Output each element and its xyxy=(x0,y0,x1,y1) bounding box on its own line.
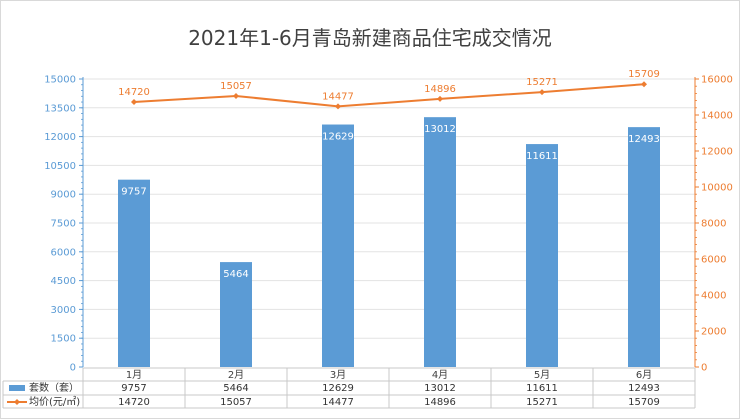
line-point xyxy=(131,99,137,106)
legend-marker-line xyxy=(14,399,20,405)
left-axis-tick-label: 7500 xyxy=(51,219,76,230)
left-axis-tick-label: 13500 xyxy=(44,103,76,114)
right-axis-tick-label: 14000 xyxy=(701,111,733,122)
legend-label-line: 均价(元/㎡) xyxy=(29,396,80,408)
line-point xyxy=(641,81,647,88)
line-data-label: 14720 xyxy=(118,87,150,98)
bar xyxy=(220,262,252,367)
bar-data-label: 9757 xyxy=(121,187,146,198)
table-cell-count: 13012 xyxy=(424,383,456,394)
right-axis-tick-label: 12000 xyxy=(701,147,733,158)
category-label: 4月 xyxy=(432,369,448,381)
table-cell-count: 12493 xyxy=(628,383,660,394)
bar-data-label: 11611 xyxy=(526,151,558,162)
bar xyxy=(118,179,150,367)
line-point xyxy=(233,92,239,99)
left-axis-tick-label: 15000 xyxy=(44,75,76,86)
right-axis-tick-label: 8000 xyxy=(701,219,726,230)
right-axis-tick-label: 4000 xyxy=(701,291,726,302)
right-axis-tick-label: 0 xyxy=(701,363,707,374)
bar-data-label: 12629 xyxy=(322,132,354,143)
bar-data-label: 5464 xyxy=(223,269,248,280)
line-data-label: 15709 xyxy=(628,69,660,80)
axes: 0 1500 3000 4500 6000 7500 9000 10500 12000 13500… xyxy=(44,75,733,374)
line-point xyxy=(335,103,341,110)
line-data-label: 14896 xyxy=(424,84,456,95)
right-axis-tick-label: 16000 xyxy=(701,75,733,86)
bar xyxy=(526,144,558,367)
category-label: 5月 xyxy=(534,369,550,381)
left-axis-tick-label: 9000 xyxy=(51,190,76,201)
table-cell-count: 12629 xyxy=(322,383,354,394)
table-cell-price: 14896 xyxy=(424,397,456,408)
line-point xyxy=(539,89,545,96)
bar xyxy=(628,127,660,367)
left-axis-tick-label: 10500 xyxy=(44,161,76,172)
line-data-label: 15057 xyxy=(220,81,252,92)
bar xyxy=(424,117,456,367)
line-series: 14720 15057 14477 14896 15271 15709 xyxy=(118,69,660,110)
table-cell-price: 14477 xyxy=(322,397,354,408)
left-axis-tick-label: 0 xyxy=(70,363,76,374)
table-cell-count: 11611 xyxy=(526,383,558,394)
right-axis-tick-label: 6000 xyxy=(701,255,726,266)
table-cell-price: 14720 xyxy=(118,397,150,408)
right-axis-tick-label: 2000 xyxy=(701,327,726,338)
bar xyxy=(322,124,354,368)
category-label: 1月 xyxy=(126,369,142,381)
right-axis-tick-label: 10000 xyxy=(701,183,733,194)
legend-swatch-bar xyxy=(9,385,25,391)
table-cell-count: 9757 xyxy=(121,383,146,394)
line-data-label: 15271 xyxy=(526,77,558,88)
category-label: 6月 xyxy=(636,369,652,381)
left-axis-tick-label: 6000 xyxy=(51,247,76,258)
bar-series: 9757 5464 12629 13012 11611 12493 xyxy=(118,117,660,368)
category-label: 3月 xyxy=(330,369,346,381)
bar-data-label: 12493 xyxy=(628,134,660,145)
table-cell-price: 15709 xyxy=(628,397,660,408)
left-axis-tick-label: 12000 xyxy=(44,132,76,143)
line-data-label: 14477 xyxy=(322,91,354,102)
left-axis-tick-label: 1500 xyxy=(51,334,76,345)
table-cell-count: 5464 xyxy=(223,383,248,394)
table-cell-price: 15271 xyxy=(526,397,558,408)
bar-data-label: 13012 xyxy=(424,124,456,135)
table-cell-price: 15057 xyxy=(220,397,252,408)
left-axis-tick-label: 3000 xyxy=(51,305,76,316)
legend-label-bar: 套数（套） xyxy=(29,381,79,394)
line-path xyxy=(133,83,645,108)
chart-title: 2021年1-6月青岛新建商品住宅成交情况 xyxy=(188,26,552,50)
category-label: 2月 xyxy=(228,369,244,381)
left-axis-tick-label: 4500 xyxy=(51,276,76,287)
gridlines xyxy=(83,78,695,339)
line-point xyxy=(437,95,443,102)
